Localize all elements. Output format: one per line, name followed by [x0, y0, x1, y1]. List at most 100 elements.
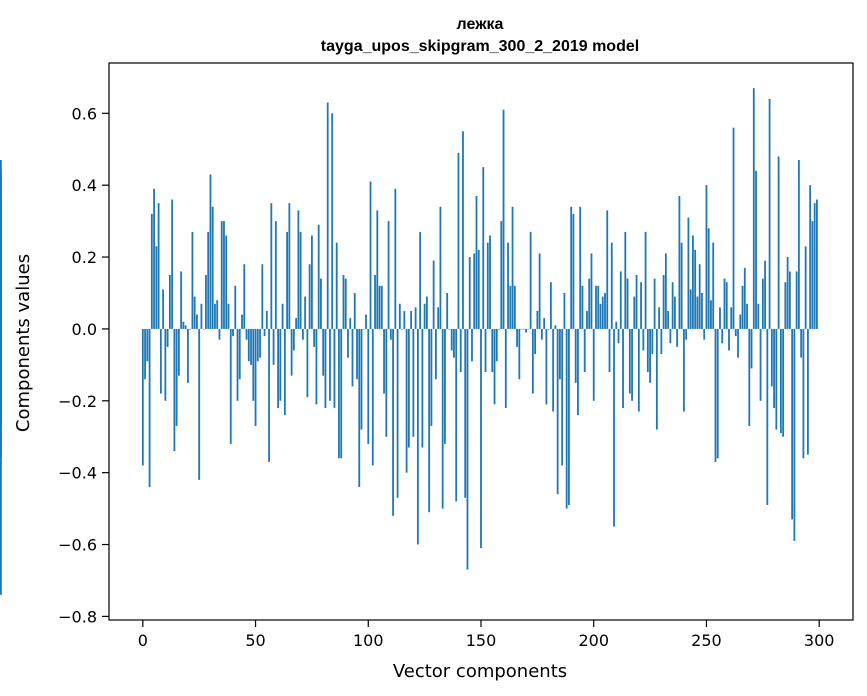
bar-98: [362, 328, 365, 330]
bar-278: [768, 98, 771, 329]
bar-184: [556, 328, 559, 495]
bar-107: [383, 328, 385, 394]
bar-144: [466, 328, 469, 570]
bar-239: [680, 242, 683, 329]
bar-151: [482, 167, 485, 329]
bar-106: [380, 285, 383, 329]
bar-158: [498, 328, 500, 330]
bar-51: [256, 328, 259, 362]
bar-134: [444, 328, 446, 444]
bar-246: [696, 296, 699, 329]
bar-299: [816, 199, 818, 329]
bar-160: [502, 109, 505, 329]
bar-73: [306, 328, 309, 398]
bar-32: [214, 303, 216, 329]
bar-228: [655, 328, 658, 430]
bar-127: [428, 328, 431, 513]
bar-287: [788, 271, 791, 329]
bar-47: [247, 328, 250, 362]
bar-291: [797, 160, 800, 329]
bar-61: [279, 328, 282, 401]
bar-131: [437, 307, 440, 329]
bar-274: [759, 328, 762, 401]
bar-212: [619, 271, 622, 329]
bar-59: [274, 221, 277, 329]
bar-230: [660, 328, 663, 355]
chart-subtitle: tayga_upos_skipgram_300_2_2019 model: [321, 38, 639, 55]
bar-undefined: [0, 328, 2, 595]
bar-194: [579, 206, 582, 329]
bar-211: [617, 328, 620, 344]
bar-209: [613, 328, 615, 527]
bar-25: [198, 328, 201, 480]
bar-161: [504, 328, 507, 408]
bar-94: [353, 292, 356, 329]
bar-169: [522, 328, 525, 330]
bar-195: [581, 285, 584, 329]
bar-74: [308, 264, 311, 329]
bar-167: [518, 328, 521, 380]
bar-58: [272, 328, 275, 365]
bar-100: [367, 328, 370, 444]
bar-65: [288, 203, 291, 329]
bar-253: [712, 242, 715, 329]
bar-63: [283, 328, 286, 416]
bar-264: [737, 328, 739, 358]
bar-80: [322, 328, 325, 376]
bar-3: [148, 328, 151, 488]
bar-37: [225, 235, 228, 329]
bar-153: [486, 242, 489, 329]
bar-15: [175, 328, 178, 426]
bar-86: [335, 242, 338, 329]
bar-126: [425, 296, 428, 329]
bar-92: [349, 318, 352, 329]
bar-296: [809, 185, 812, 329]
bar-222: [642, 328, 645, 351]
bar-199: [590, 253, 593, 329]
bar-121: [414, 307, 417, 329]
bar-30: [209, 174, 212, 329]
bar-76: [313, 328, 316, 347]
bar-69: [297, 210, 300, 329]
bar-175: [536, 310, 539, 329]
bar-0: [141, 328, 144, 466]
bar-266: [741, 285, 744, 329]
x-tick-label: 300: [804, 631, 835, 650]
bar-273: [757, 303, 760, 329]
bar-82: [326, 102, 329, 329]
bar-200: [592, 328, 595, 401]
x-tick-label: 100: [353, 631, 384, 650]
bar-171: [527, 328, 530, 330]
bar-193: [577, 328, 579, 416]
bar-54: [263, 328, 266, 337]
bar-150: [480, 328, 482, 549]
bar-129: [432, 260, 435, 329]
bar-99: [365, 314, 367, 329]
bar-289: [793, 328, 796, 541]
bar-43: [238, 328, 241, 380]
bar-81: [324, 328, 327, 408]
bar-216: [628, 328, 631, 394]
bar-21: [189, 328, 192, 330]
bar-93: [351, 328, 354, 387]
bar-83: [329, 328, 331, 401]
bar-12: [168, 275, 171, 329]
bar-162: [507, 242, 509, 329]
bar-201: [595, 285, 597, 329]
bar-101: [369, 181, 372, 329]
bar-254: [714, 328, 717, 462]
bar-20: [187, 328, 189, 383]
bar-213: [622, 328, 624, 408]
bar-191: [572, 213, 575, 329]
bar-128: [430, 328, 433, 426]
bar-275: [761, 278, 764, 329]
y-tick-label: −0.2: [58, 392, 97, 411]
bar-8: [159, 328, 162, 394]
bar-17: [180, 271, 183, 329]
bar-284: [782, 328, 785, 437]
bar-133: [441, 328, 444, 509]
bar-102: [371, 328, 374, 466]
bar-75: [311, 235, 313, 329]
bar-48: [250, 328, 252, 365]
bar-207: [608, 328, 611, 373]
